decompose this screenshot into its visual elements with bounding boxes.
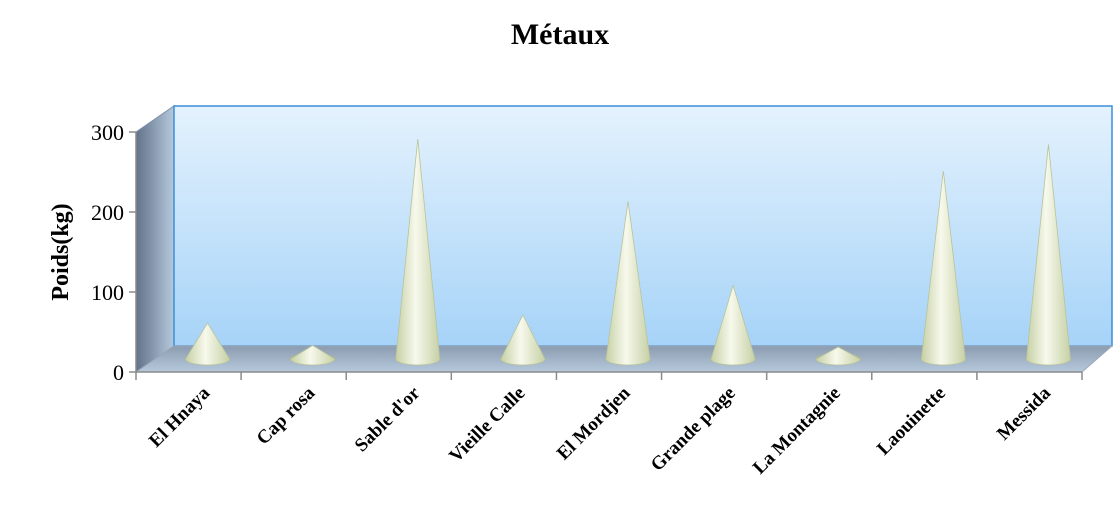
cone-body bbox=[710, 284, 756, 366]
cone-body bbox=[815, 346, 861, 366]
x-category-label: Grande plage bbox=[647, 383, 740, 476]
side-wall bbox=[135, 105, 175, 373]
category-labels: El Hnaya Cap rosa Sable d'or Vieille Calle E… bbox=[145, 382, 1055, 478]
cone-bar bbox=[920, 170, 967, 366]
cone-body bbox=[605, 201, 651, 366]
cone-bar bbox=[394, 138, 441, 366]
y-tick-label: 0 bbox=[113, 360, 124, 385]
cone-bar bbox=[815, 346, 862, 366]
x-category-label: Laouinette bbox=[873, 383, 950, 460]
x-category-label: Messida bbox=[993, 382, 1055, 444]
cone-bar bbox=[499, 314, 546, 366]
cone-body bbox=[185, 322, 230, 366]
y-tick-label: 100 bbox=[91, 280, 124, 305]
y-tick-label: 200 bbox=[91, 200, 124, 225]
plot-area: 0 100 200 300 El Hnaya Cap rosa Sable d'or Vie… bbox=[91, 105, 1113, 479]
x-category-label: Vieille Calle bbox=[445, 383, 529, 467]
cone-bar bbox=[184, 322, 231, 366]
x-category-label: Sable d'or bbox=[351, 382, 425, 456]
x-axis-ticks bbox=[135, 372, 1083, 380]
cone-bar bbox=[1025, 144, 1072, 366]
cone-bar bbox=[710, 284, 757, 366]
x-category-label: La Montagnie bbox=[749, 383, 845, 479]
cone-bar bbox=[289, 344, 336, 366]
x-category-label: El Mordjen bbox=[553, 382, 635, 464]
y-axis-ticks: 0 100 200 300 bbox=[91, 120, 136, 385]
x-category-label: El Hnaya bbox=[145, 382, 214, 451]
cone-body bbox=[1026, 144, 1071, 366]
cone-bar bbox=[605, 201, 651, 366]
y-tick-label: 300 bbox=[91, 120, 124, 145]
y-axis-label: Poids(kg) bbox=[48, 203, 74, 300]
cone-body bbox=[290, 344, 336, 366]
cone-body bbox=[920, 170, 966, 366]
cone-body bbox=[500, 314, 546, 366]
chart-title: Métaux bbox=[511, 18, 609, 51]
cone-body bbox=[395, 138, 441, 366]
cone-series bbox=[184, 138, 1072, 366]
x-category-label: Cap rosa bbox=[253, 382, 320, 449]
